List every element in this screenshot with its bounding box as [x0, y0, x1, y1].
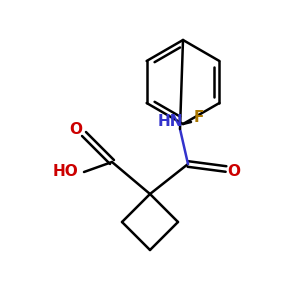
Text: F: F: [194, 110, 204, 125]
Text: O: O: [227, 164, 241, 178]
Text: HN: HN: [157, 113, 183, 128]
Text: O: O: [70, 122, 83, 137]
Text: HO: HO: [53, 164, 79, 179]
